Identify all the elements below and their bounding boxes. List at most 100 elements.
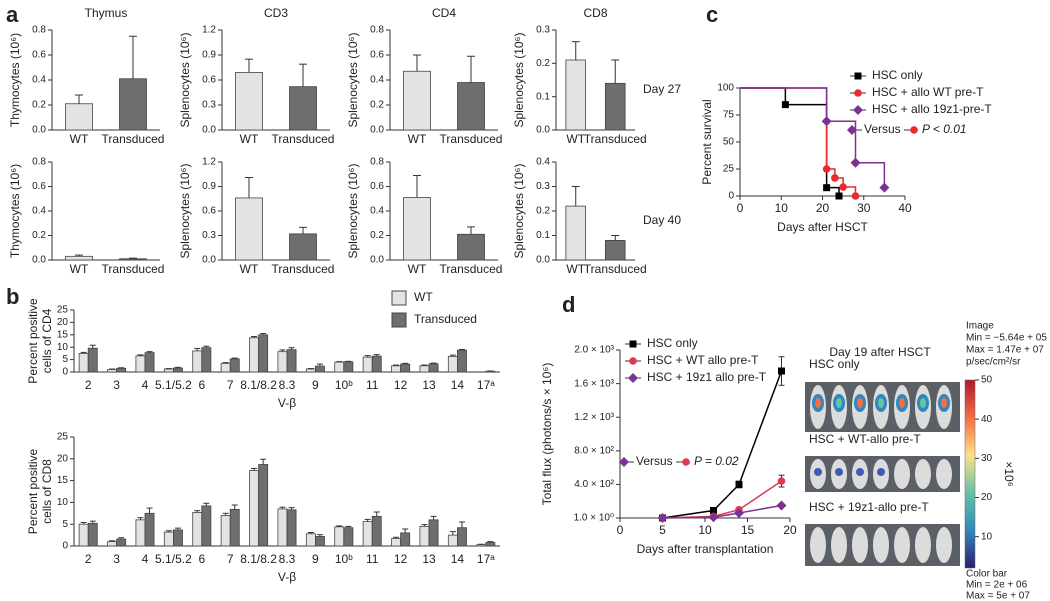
- bar: [362, 521, 373, 547]
- marker: [777, 477, 786, 485]
- colorbar-header: Min = −5.64e + 05: [966, 333, 1047, 344]
- x-tick-label: WT: [240, 262, 259, 276]
- legend-marker: [854, 72, 862, 80]
- legend-marker: [628, 373, 638, 383]
- bar: [400, 532, 411, 547]
- bar: [229, 358, 240, 373]
- x-axis-label: V-β: [278, 570, 296, 584]
- x-tick-label: 5.1/5.2: [155, 378, 192, 392]
- x-tick-label: 4: [142, 552, 149, 566]
- y-tick-label: 4.0 × 10²: [574, 479, 614, 490]
- bar: [419, 365, 430, 373]
- x-tick-label: 10ᵇ: [335, 378, 353, 392]
- x-tick-label: 6: [198, 552, 205, 566]
- bar: [403, 197, 431, 261]
- x-tick-label: 20: [783, 523, 797, 537]
- bar: [78, 352, 89, 373]
- series-line: [662, 370, 783, 519]
- y-tick-label: 0.8: [370, 25, 384, 36]
- y-axis-label: Splenocytes (10⁶): [512, 33, 526, 128]
- mouse: [810, 527, 826, 563]
- series-line: [662, 504, 782, 519]
- x-tick-label: Transduced: [102, 262, 165, 276]
- bar: [65, 255, 93, 261]
- marker: [851, 192, 860, 200]
- x-tick-label: 2: [85, 552, 92, 566]
- image-title: Day 19 after HSCT: [829, 345, 931, 359]
- x-tick-label: 12: [394, 378, 408, 392]
- bar: [419, 525, 430, 547]
- signal: [877, 468, 885, 476]
- signal: [814, 468, 822, 476]
- x-tick-label: 40: [898, 201, 912, 215]
- y-tick-label: 0.0: [536, 255, 550, 266]
- y-tick-label: 0.3: [202, 230, 216, 241]
- marker: [735, 480, 743, 488]
- y-tick-label: 0.6: [202, 206, 216, 217]
- bar: [172, 367, 183, 373]
- y-tick-label: 20: [57, 317, 69, 328]
- y-tick-label: 0.2: [370, 230, 384, 241]
- y-tick-label: 0.4: [370, 75, 384, 86]
- y-tick-label: 0.4: [370, 206, 384, 217]
- legend-marker: [854, 89, 862, 97]
- legend-label: HSC + 19z1 allo pre-T: [647, 370, 767, 384]
- legend-label: WT: [414, 290, 433, 304]
- panel-label: c: [706, 2, 718, 27]
- bar: [286, 349, 297, 373]
- bar: [135, 355, 146, 373]
- y-tick-label: 0.4: [32, 206, 46, 217]
- bar: [403, 70, 431, 131]
- legend-label: HSC + allo WT pre-T: [872, 85, 984, 99]
- signal: [920, 398, 926, 408]
- y-tick-label: 25: [723, 164, 735, 175]
- y-tick-label: 0.8: [32, 157, 46, 168]
- bar: [119, 78, 147, 131]
- y-tick-label: 0.6: [202, 75, 216, 86]
- mouse: [873, 527, 889, 563]
- bar: [135, 519, 146, 547]
- y-tick-label: 25: [57, 432, 69, 443]
- bar: [119, 258, 147, 261]
- marker: [734, 508, 744, 519]
- x-tick-label: 13: [422, 552, 436, 566]
- marker: [657, 513, 668, 523]
- x-axis-label: Days after HSCT: [777, 220, 868, 234]
- bar: [87, 522, 98, 547]
- x-tick-label: Transduced: [102, 132, 165, 146]
- y-tick-label: 0.4: [536, 157, 550, 168]
- annotation-marker: [910, 126, 918, 134]
- y-axis-label: Splenocytes (10⁶): [178, 33, 192, 128]
- chart-title: CD8: [583, 6, 607, 20]
- bar: [362, 356, 373, 373]
- y-tick-label: 10: [57, 497, 69, 508]
- x-tick-label: 30: [857, 201, 871, 215]
- x-tick-label: 20: [816, 201, 830, 215]
- y-axis-label: Splenocytes (10⁶): [512, 164, 526, 259]
- colorbar-tick-label: 20: [981, 492, 993, 503]
- panel-label: b: [6, 284, 19, 309]
- bar: [289, 233, 317, 261]
- y-tick-label: 0.0: [536, 125, 550, 136]
- bar: [192, 350, 203, 373]
- bar: [116, 538, 127, 547]
- image-label: HSC only: [809, 357, 860, 371]
- x-tick-label: 8.1/8.2: [240, 378, 277, 392]
- y-tick-label: 0.3: [202, 100, 216, 111]
- mouse: [894, 527, 910, 563]
- y-tick-label: 100: [717, 83, 734, 94]
- colorbar: [964, 379, 976, 569]
- legend-marker: [853, 105, 863, 115]
- bar: [249, 470, 259, 547]
- bar: [144, 352, 155, 373]
- y-tick-label: 1.2: [202, 157, 216, 168]
- y-axis-label: Thymocytes (10⁶): [8, 164, 22, 258]
- annotation-marker: [619, 457, 629, 467]
- y-tick-label: 0.0: [202, 255, 216, 266]
- x-tick-label: 14: [451, 378, 465, 392]
- x-tick-label: 5: [659, 523, 666, 537]
- annotation: Versus: [636, 454, 673, 468]
- y-tick-label: 0.2: [536, 206, 550, 217]
- y-axis-label: Thymocytes (10⁶): [8, 33, 22, 127]
